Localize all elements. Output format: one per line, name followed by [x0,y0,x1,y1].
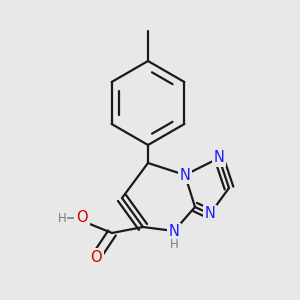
Text: O: O [76,211,88,226]
Text: H: H [169,238,178,250]
Text: N: N [180,167,190,182]
Text: N: N [205,206,215,221]
Text: N: N [214,151,224,166]
Text: O: O [90,250,102,265]
Text: H: H [58,212,66,224]
Text: N: N [169,224,179,239]
